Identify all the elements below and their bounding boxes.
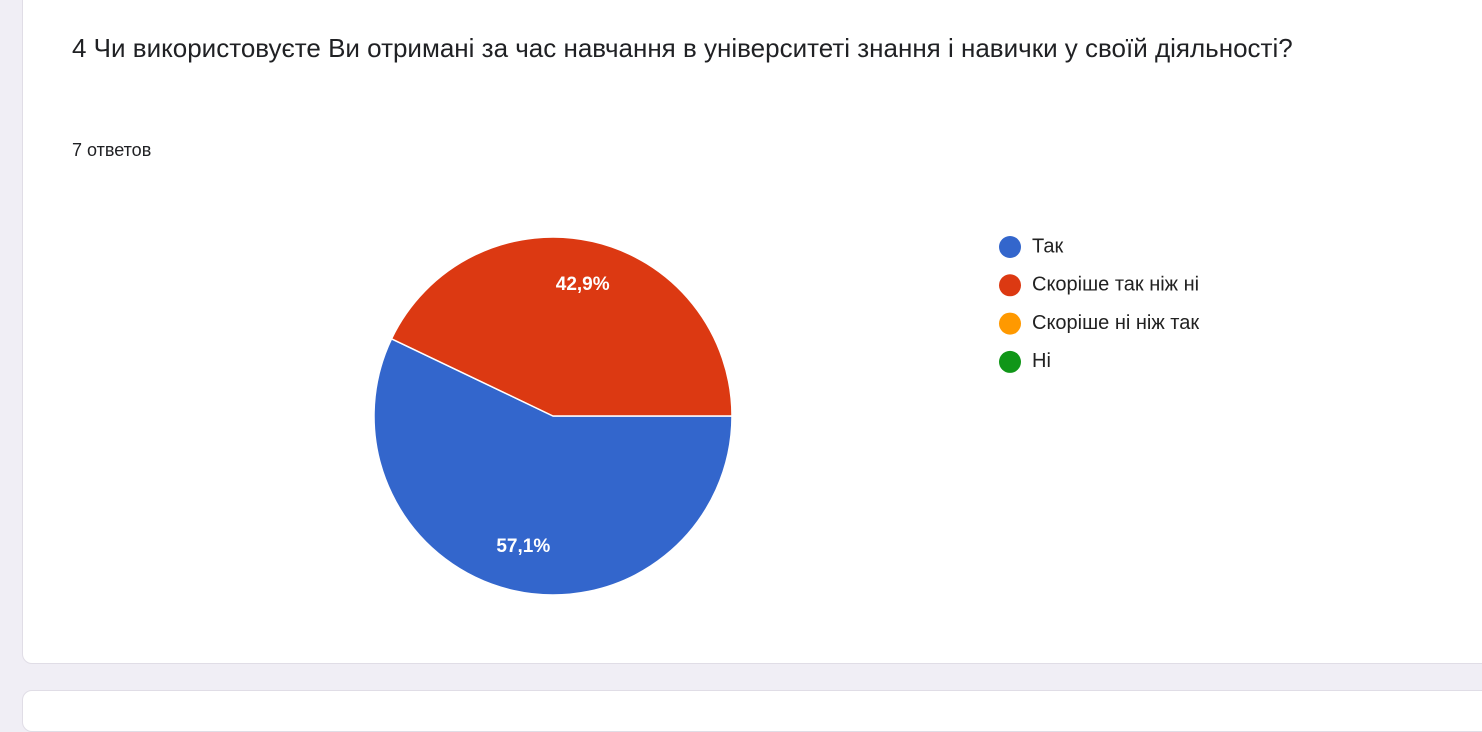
legend-label: Ні <box>1032 350 1051 372</box>
slice-label: 42,9% <box>556 274 610 295</box>
slice-label: 57,1% <box>496 536 550 557</box>
legend-label: Скоріше ні ніж так <box>1032 312 1199 334</box>
pie-slice <box>373 337 733 596</box>
card <box>22 0 1482 664</box>
legend-marker <box>999 236 1021 258</box>
page: 4 Чи використовуєте Ви отримані за час н… <box>22 0 1482 732</box>
pie-slice <box>390 236 733 417</box>
legend-label: Скоріше так ніж ні <box>1032 274 1199 296</box>
legend-marker <box>999 312 1021 335</box>
question-title: 4 Чи використовуєте Ви отримані за час н… <box>72 33 1293 63</box>
chart: 57,1% 42,9% Так Скоріше так ніж ні Скоріше н… <box>373 235 1199 596</box>
response-count: 7 ответов <box>72 140 152 160</box>
legend-marker <box>999 350 1021 373</box>
legend-marker <box>999 274 1021 297</box>
legend-label: Так <box>1032 235 1063 257</box>
